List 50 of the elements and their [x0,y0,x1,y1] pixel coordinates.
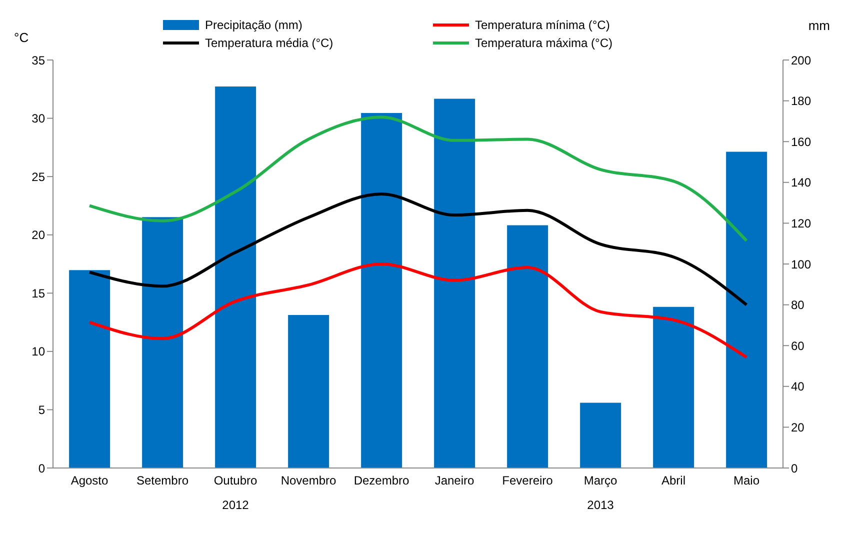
legend-label: Temperatura média (°C) [205,36,334,50]
bar [653,306,694,468]
y2-tick-label: 0 [791,461,798,476]
y2-tick-label: 180 [791,94,812,108]
y-tick-label: 0 [38,461,46,476]
x-tick-label: Janeiro [434,474,475,488]
y-tick-label: 30 [32,112,46,126]
bar [142,217,184,468]
y-tick-label: 10 [32,344,46,359]
bar [361,113,402,468]
legend-label: Temperatura máxima (°C) [475,36,612,50]
x-tick-label: Novembro [280,474,336,488]
line-series [88,192,748,306]
y2-tick-label: 140 [791,176,812,190]
y-tick-label: 25 [32,170,46,184]
text: 2012 [221,498,250,512]
y2-tick-label: 100 [791,257,812,272]
legend-label: Temperatura mínima (°C) [475,18,610,32]
legend-label: Precipitação (mm) [205,18,302,32]
bar [507,225,548,468]
x-tick-label: Dezembro [354,474,410,488]
bar [580,402,622,468]
x-tick-label: Abril [661,474,686,488]
y2-tick-label: 60 [791,338,805,353]
bar [434,98,476,468]
y2-axis-title: mm [808,18,830,33]
y-tick-label: 20 [32,228,46,242]
text: 2013 [586,498,615,512]
y-axis-title: °C [14,30,29,45]
x-tick-label: Março [584,474,618,488]
y2-tick-label: 20 [791,420,805,434]
y2-tick-label: 80 [791,298,805,312]
bar [215,86,256,468]
y2-tick-label: 200 [791,53,812,68]
x-tick-label: Setembro [136,474,189,488]
y-tick-label: 35 [32,53,46,68]
x-tick-label: Fevereiro [502,474,554,488]
x-tick-label: Maio [733,474,760,488]
bar [69,270,110,468]
bar [726,152,768,468]
line-series [88,116,748,242]
y-tick-label: 5 [38,402,46,417]
y2-tick-label: 120 [791,216,812,230]
line-series [88,262,748,359]
x-tick-label: Outubro [214,474,258,488]
y-tick-label: 15 [32,286,46,300]
bar [288,315,330,468]
x-tick-label: Agosto [70,474,109,488]
y2-tick-label: 160 [791,134,812,149]
y2-tick-label: 40 [791,380,805,394]
